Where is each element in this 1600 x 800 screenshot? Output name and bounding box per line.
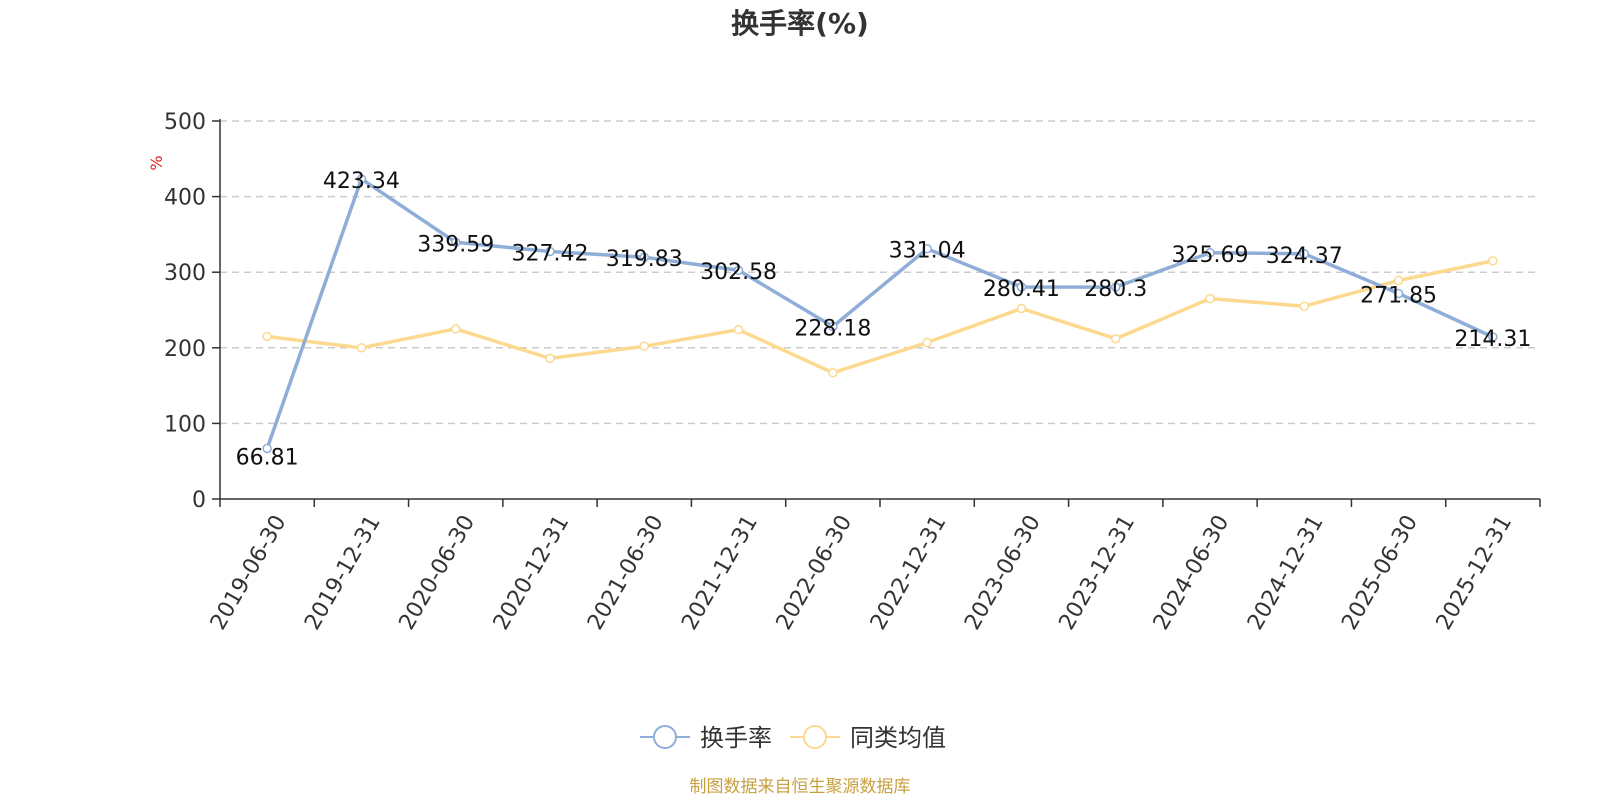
data-label: 325.69 <box>1172 243 1249 268</box>
data-point <box>733 265 744 275</box>
data-point <box>545 246 555 257</box>
data-point <box>1110 333 1121 344</box>
series-line-peer-average <box>266 259 1494 375</box>
data-point <box>1299 301 1310 311</box>
data-labels: 66.81 423.34 339.59 327.42 319.83 302.58 228.1… <box>236 169 1532 471</box>
data-label: 319.83 <box>606 247 683 272</box>
x-tick-label: 2025-06-30 <box>1337 511 1423 634</box>
legend-label: 换手率 <box>700 724 772 752</box>
data-point <box>545 353 555 364</box>
legend-item-turnover[interactable]: 换手率 <box>640 724 772 752</box>
data-point <box>733 324 744 335</box>
data-point <box>262 331 272 342</box>
data-point <box>828 321 838 332</box>
y-tick-label: 100 <box>164 412 206 437</box>
legend-marker <box>803 725 827 749</box>
data-label: 280.3 <box>1084 277 1147 302</box>
data-label: 423.34 <box>323 169 400 194</box>
data-label: 327.42 <box>512 241 589 266</box>
data-label: 302.58 <box>700 260 777 285</box>
x-tick-label: 2023-12-31 <box>1054 511 1140 634</box>
x-tick-label: 2019-06-30 <box>206 511 292 634</box>
data-point <box>828 367 838 378</box>
data-point <box>1110 282 1121 292</box>
data-label: 214.31 <box>1454 327 1531 352</box>
data-point <box>1488 256 1498 266</box>
x-tick-label: 2021-12-31 <box>677 511 763 634</box>
legend-item-peer-average[interactable]: 同类均值 <box>790 724 946 752</box>
y-tick-label: 400 <box>164 186 206 211</box>
data-point <box>639 252 650 262</box>
legend-label: 同类均值 <box>850 724 946 752</box>
data-point <box>356 343 367 353</box>
data-label: 271.85 <box>1360 283 1437 308</box>
data-point <box>1488 332 1498 342</box>
grid-lines <box>220 120 1540 425</box>
x-tick-label: 2022-06-30 <box>772 511 858 634</box>
x-tick-label: 2020-06-30 <box>394 511 480 634</box>
data-label: 339.59 <box>417 232 494 257</box>
x-tick-label: 2024-12-31 <box>1243 511 1329 634</box>
data-label: 331.04 <box>889 239 966 264</box>
data-point <box>1205 248 1215 258</box>
data-point <box>1393 288 1404 299</box>
data-label: 280.41 <box>983 277 1060 302</box>
data-label: 66.81 <box>236 445 299 470</box>
data-label: 228.18 <box>794 316 871 341</box>
x-tick-label: 2024-06-30 <box>1149 511 1235 634</box>
data-point <box>1205 293 1215 304</box>
chart-title: 换手率(%) <box>731 7 869 40</box>
x-tick-label: 2023-06-30 <box>960 511 1046 634</box>
data-point <box>356 174 367 184</box>
y-tick-label: 500 <box>164 110 206 135</box>
x-tick-label: 2021-06-30 <box>583 511 669 634</box>
y-tick-label: 300 <box>164 261 206 286</box>
series-line-turnover <box>265 177 1494 450</box>
legend-marker <box>653 725 677 749</box>
data-point <box>1016 282 1027 292</box>
x-tick-label: 2025-12-31 <box>1432 511 1518 634</box>
data-point <box>1299 249 1310 259</box>
y-tick-label: 0 <box>192 488 206 513</box>
x-tick-label: 2020-12-31 <box>489 511 575 634</box>
source-note: 制图数据来自恒生聚源数据库 <box>690 777 911 797</box>
series-layer <box>262 174 1498 454</box>
y-axis-unit: % <box>147 155 166 170</box>
data-point <box>639 341 650 352</box>
data-label: 324.37 <box>1266 244 1343 269</box>
data-point <box>922 337 932 348</box>
data-point <box>262 443 272 454</box>
y-tick-label: 200 <box>164 337 206 362</box>
data-point <box>922 243 932 254</box>
x-tick-label: 2022-12-31 <box>866 511 952 634</box>
data-point <box>450 324 461 334</box>
data-point <box>1016 303 1027 314</box>
x-tick-label: 2019-12-31 <box>300 511 386 634</box>
data-point <box>1393 275 1404 286</box>
data-point <box>450 237 461 248</box>
legend: 换手率 同类均值 <box>640 724 946 752</box>
